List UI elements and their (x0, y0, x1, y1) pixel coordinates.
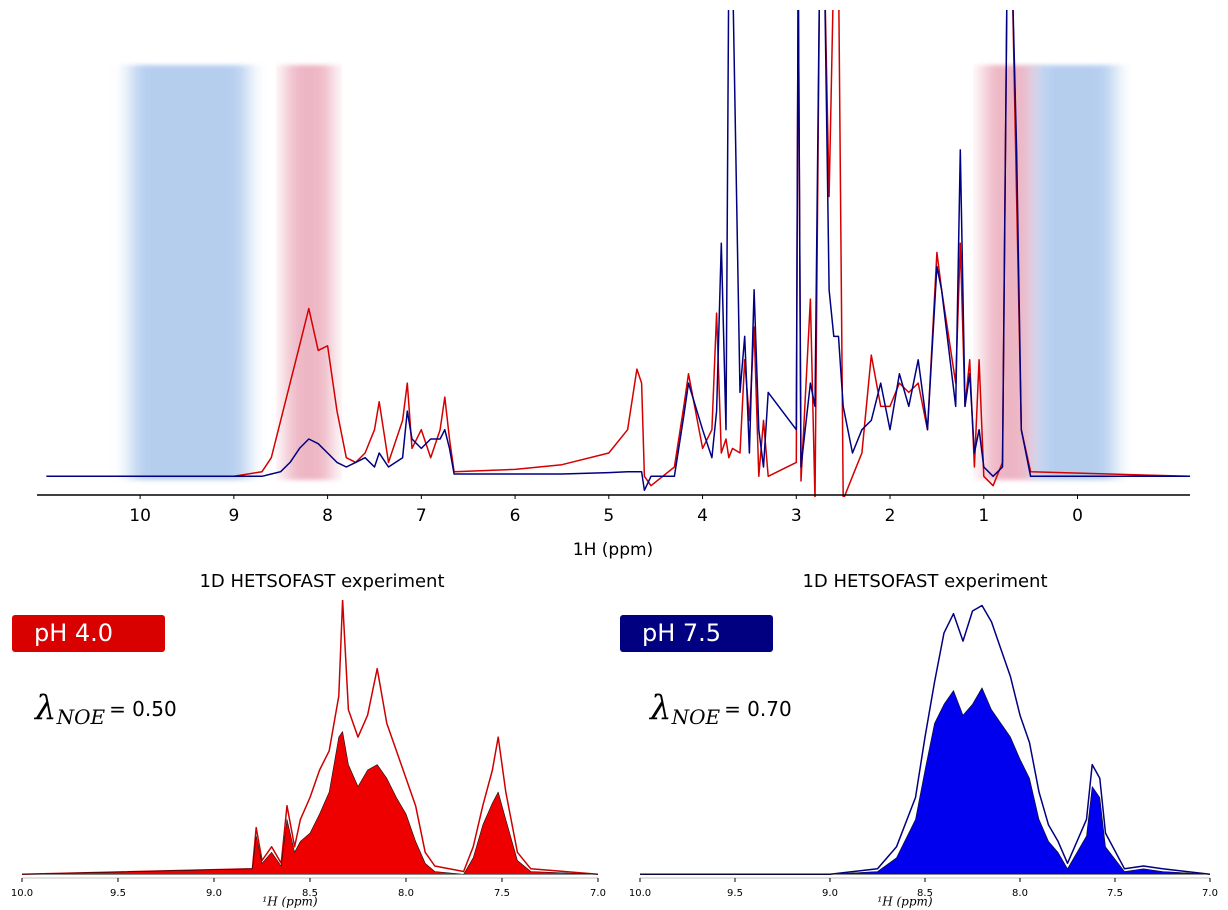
band (1035, 65, 1116, 480)
x-tick-label: 9.5 (110, 888, 126, 899)
x-tick-label: 1 (978, 506, 989, 526)
x-tick-label: 4 (697, 506, 708, 526)
x-tick-label: 7.5 (494, 888, 510, 899)
x-tick-label: 7.0 (590, 888, 606, 899)
spectrum-line (46, 10, 1190, 492)
x-tick-label: 8.0 (398, 888, 414, 899)
x-tick-label: 8.5 (302, 888, 318, 899)
x-axis-label: ¹H (ppm) (262, 895, 318, 909)
x-tick-label: 2 (885, 506, 896, 526)
annotation-subscript: NOE (671, 705, 721, 729)
area (22, 731, 598, 875)
band (983, 65, 1036, 480)
plot (22, 600, 598, 876)
label-box (12, 615, 165, 652)
band (130, 65, 248, 480)
x-tick-label: 7.0 (1202, 888, 1218, 899)
chart-title: 1D HETSOFAST experiment (199, 571, 444, 592)
band (285, 65, 333, 480)
chart-title: 1D HETSOFAST experiment (802, 571, 1047, 592)
x-tick-label: 5 (603, 506, 614, 526)
annotation: λNOE = 0.50 (33, 688, 177, 729)
annotation-subscript: NOE (56, 705, 106, 729)
label-text: pH 7.5 (642, 619, 721, 647)
x-tick-label: 10 (129, 506, 151, 526)
x-tick-label: 9.0 (206, 888, 222, 899)
x-tick-label: 9.5 (727, 888, 743, 899)
x-tick-label: 8.0 (1012, 888, 1028, 899)
label-text: pH 4.0 (34, 619, 113, 647)
x-tick-label: 6 (510, 506, 521, 526)
x-tick-label: 9.0 (822, 888, 838, 899)
x-tick-label: 8 (322, 506, 333, 526)
x-tick-label: 7 (416, 506, 427, 526)
x-tick-label: 10.0 (629, 888, 651, 899)
x-tick-label: 9 (228, 506, 239, 526)
annotation: λNOE = 0.70 (648, 688, 792, 729)
plot (640, 604, 1210, 876)
x-tick-label: 7.5 (1107, 888, 1123, 899)
annotation-symbol: λ (648, 688, 672, 728)
spectrum-line (22, 600, 598, 876)
spectrum-line (46, 10, 1190, 497)
plot (46, 10, 1190, 497)
annotation-text: = 0.70 (724, 697, 792, 721)
x-axis-label: ¹H (ppm) (877, 895, 933, 909)
area (640, 687, 1210, 875)
x-tick-label: 0 (1072, 506, 1083, 526)
x-tick-label: 8.5 (917, 888, 933, 899)
annotation-symbol: λ (33, 688, 57, 728)
x-tick-label: 3 (791, 506, 802, 526)
x-axis-label: 1H (ppm) (573, 540, 653, 560)
annotation-text: = 0.50 (109, 697, 177, 721)
label-box (620, 615, 773, 652)
spectrum-line (640, 604, 1210, 876)
x-tick-label: 10.0 (11, 888, 33, 899)
